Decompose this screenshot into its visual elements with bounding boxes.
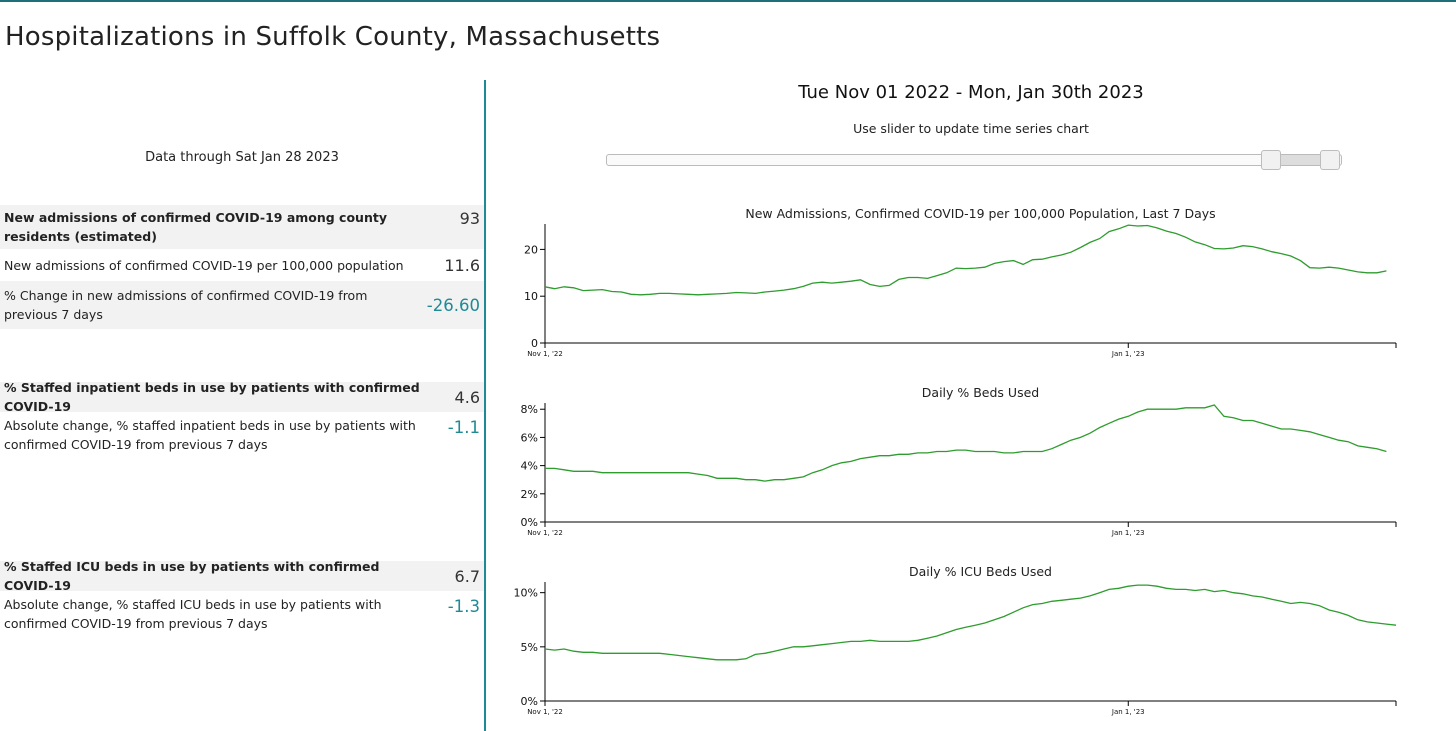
beds-y-tick-label: 6% <box>521 431 538 444</box>
beds-chart-title: Daily % Beds Used <box>922 385 1039 400</box>
beds-label: % Staffed inpatient beds in use by patie… <box>4 380 420 414</box>
beds-y-tick-label: 0% <box>521 516 538 529</box>
admissions-y-tick-label: 0 <box>531 337 538 350</box>
beds-y-tick-label: 4% <box>521 460 538 473</box>
icu-change-label: Absolute change, % staffed ICU beds in u… <box>4 597 382 631</box>
admissions-pct-change-row: % Change in new admissions of confirmed … <box>0 281 484 329</box>
icu-y-tick-label: 0% <box>521 695 538 708</box>
chart-panel: Tue Nov 01 2022 - Mon, Jan 30th 2023 Use… <box>486 80 1456 731</box>
admissions-per100k-label: New admissions of confirmed COVID-19 per… <box>4 257 404 273</box>
icu-chart: Daily % ICU Beds Used 0% 5% 10% Nov 1, '22 Ja… <box>514 564 1397 716</box>
admissions-total-label: New admissions of confirmed COVID-19 amo… <box>4 210 387 244</box>
beds-change-row: Absolute change, % staffed inpatient bed… <box>0 416 484 460</box>
slider-selected-range[interactable] <box>1271 155 1330 165</box>
icu-label: % Staffed ICU beds in use by patients wi… <box>4 559 380 593</box>
icu-x-tick-label: Jan 1, '23 <box>1111 708 1145 716</box>
icu-y-tick-label: 10% <box>514 587 538 600</box>
icu-y-tick-label: 5% <box>521 641 538 654</box>
admissions-per100k-value: 11.6 <box>444 255 480 275</box>
slider-end-handle[interactable] <box>1319 150 1340 170</box>
icu-change-row: Absolute change, % staffed ICU beds in u… <box>0 595 484 639</box>
slider-start-handle[interactable] <box>1261 150 1282 170</box>
date-range-title: Tue Nov 01 2022 - Mon, Jan 30th 2023 <box>798 82 1144 103</box>
beds-y-tick-label: 8% <box>521 403 538 416</box>
beds-change-label: Absolute change, % staffed inpatient bed… <box>4 418 416 452</box>
panel-divider <box>484 80 486 731</box>
admissions-chart-title: New Admissions, Confirmed COVID-19 per 1… <box>745 206 1215 221</box>
icu-change-value: -1.3 <box>447 597 480 616</box>
beds-row: % Staffed inpatient beds in use by patie… <box>0 380 484 414</box>
slider-hint: Use slider to update time series chart <box>853 121 1089 136</box>
beds-x-tick-label: Nov 1, '22 <box>527 529 563 537</box>
beds-value: 4.6 <box>454 387 480 407</box>
admissions-y-tick-label: 10 <box>524 290 538 303</box>
admissions-pct-change-value: -26.60 <box>426 295 480 315</box>
admissions-series-line <box>544 224 1387 296</box>
icu-series-line <box>544 584 1397 661</box>
admissions-total-value: 93 <box>459 209 480 228</box>
admissions-x-tick-label: Jan 1, '23 <box>1111 350 1145 358</box>
admissions-chart: New Admissions, Confirmed COVID-19 per 1… <box>524 206 1397 358</box>
data-through-date: Data through Sat Jan 28 2023 <box>145 150 339 165</box>
beds-x-tick-label: Jan 1, '23 <box>1111 529 1145 537</box>
top-rule <box>0 0 1456 2</box>
icu-chart-title: Daily % ICU Beds Used <box>909 564 1052 579</box>
admissions-x-tick-label: Nov 1, '22 <box>527 350 563 358</box>
summary-panel: Data through Sat Jan 28 2023 New admissi… <box>0 80 484 731</box>
beds-series-line <box>545 404 1387 482</box>
icu-value: 6.7 <box>454 566 480 586</box>
beds-change-value: -1.1 <box>447 418 480 437</box>
date-range-slider[interactable] <box>606 150 1342 170</box>
admissions-y-tick-label: 20 <box>524 243 538 256</box>
admissions-per100k-row: New admissions of confirmed COVID-19 per… <box>0 252 484 278</box>
admissions-total-row: New admissions of confirmed COVID-19 amo… <box>0 205 484 249</box>
beds-y-tick-label: 2% <box>521 488 538 501</box>
admissions-pct-change-label: % Change in new admissions of confirmed … <box>4 288 368 322</box>
beds-chart: Daily % Beds Used 0% 2% 4% 6% 8% Nov 1, '22 Jan… <box>521 385 1397 537</box>
icu-x-tick-label: Nov 1, '22 <box>527 708 563 716</box>
icu-row: % Staffed ICU beds in use by patients wi… <box>0 559 484 593</box>
page-title: Hospitalizations in Suffolk County, Mass… <box>5 22 661 52</box>
